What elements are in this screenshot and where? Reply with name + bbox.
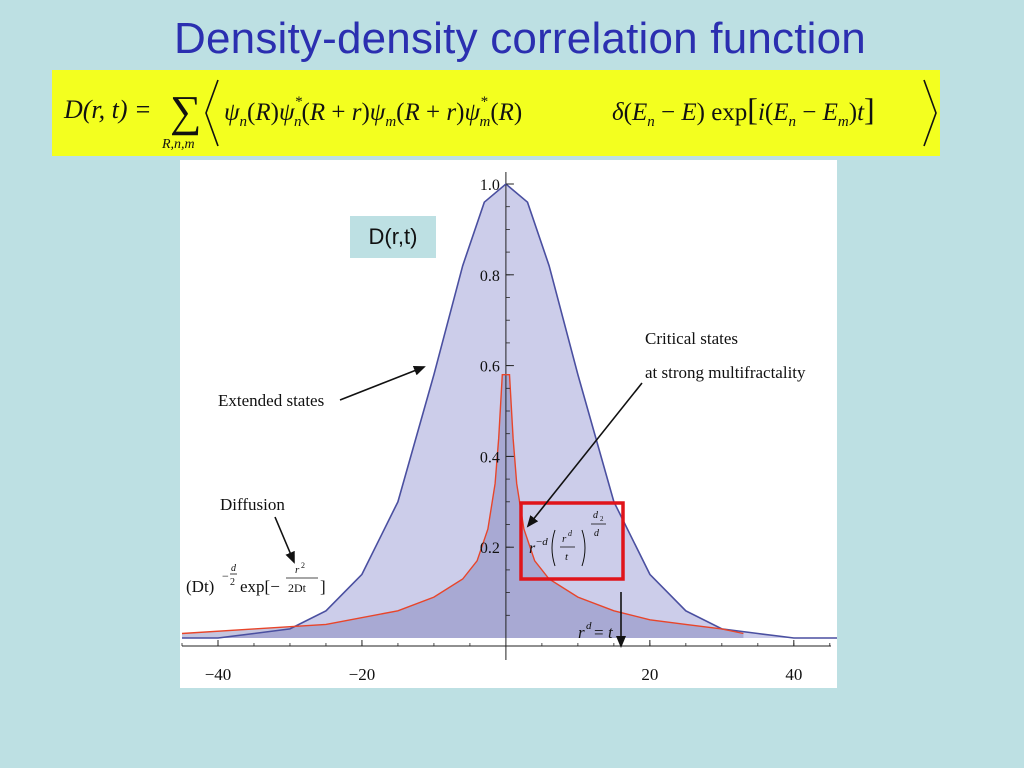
- svg-text:r: r: [562, 533, 567, 545]
- svg-text:]: ]: [320, 577, 326, 596]
- critical-states-label-line2: at strong multifractality: [645, 363, 806, 382]
- formula-sum-symbol: ∑: [170, 87, 201, 136]
- left-angle-bracket: [205, 79, 219, 147]
- x-tick-label: 40: [785, 665, 802, 684]
- diffusion-formula: (Dt) − d 2 exp[− r 2 2Dt ]: [186, 561, 326, 596]
- svg-text:d: d: [568, 529, 573, 538]
- svg-text:−: −: [222, 569, 229, 583]
- formula-svg: D(r, t) = ∑ R,n,m ψn(R)ψ* n(R + r)ψm(R + …: [63, 79, 937, 152]
- svg-text:r: r: [295, 564, 300, 576]
- svg-text:r: r: [529, 540, 536, 557]
- formula-box: D(r, t) = ∑ R,n,m ψn(R)ψ* n(R + r)ψm(R + …: [52, 70, 940, 156]
- diffusion-arrow: [274, 516, 295, 564]
- right-angle-bracket: [923, 79, 937, 147]
- svg-text:2: 2: [230, 577, 235, 588]
- critical-states-arrow: [526, 382, 643, 528]
- svg-text:d: d: [593, 510, 599, 521]
- svg-text:d: d: [231, 563, 237, 574]
- svg-text:t: t: [608, 623, 614, 642]
- svg-text:2: 2: [600, 515, 604, 523]
- extended-states-label: Extended states: [218, 391, 324, 410]
- x-tick-label: 20: [641, 665, 658, 684]
- y-tick-label: 1.0: [480, 177, 500, 194]
- highlight-box: [519, 501, 625, 581]
- critical-states-label-line1: Critical states: [645, 329, 738, 348]
- y-tick-label: 0.4: [480, 449, 500, 466]
- y-tick-label: 0.6: [480, 359, 500, 376]
- series-area-critical: [182, 374, 744, 638]
- y-tick-label: 0.2: [480, 540, 500, 557]
- svg-text:=: =: [594, 623, 604, 642]
- svg-text:t: t: [565, 551, 569, 563]
- extended-states-arrow: [339, 366, 426, 401]
- diffusion-label: Diffusion: [220, 495, 285, 514]
- svg-text:(Dt): (Dt): [186, 577, 214, 596]
- power-law-formula: r −d r d t d 2 d: [529, 510, 606, 567]
- formula-sum-index: R,n,m: [161, 137, 195, 152]
- formula-delta-exp: δ(En − E) exp[i(En − Em)t]: [612, 91, 875, 130]
- svg-text:exp[−: exp[−: [240, 577, 280, 596]
- series-line-critical: [181, 374, 744, 635]
- x-tick-label: −20: [349, 665, 376, 684]
- svg-text:d: d: [586, 620, 592, 632]
- slide-title: Density-density correlation function: [174, 14, 866, 63]
- d-r-t-label: D(r,t): [350, 216, 436, 258]
- svg-text:−d: −d: [536, 536, 548, 548]
- y-tick-label: 0.8: [480, 268, 500, 285]
- plot-panel: −40 −20 20 40 0.2 0.4 0.6 0.8 1.0 Extended state…: [180, 160, 837, 688]
- series-line-extended: [182, 182, 837, 639]
- crossover-formula: r d = t: [578, 620, 614, 642]
- x-tick-label: −40: [205, 665, 232, 684]
- formula-lhs: D(r, t) =: [63, 95, 152, 124]
- formula-wavefunctions: ψn(R)ψ* n(R + r)ψm(R + r)ψ* m(R): [224, 94, 522, 130]
- svg-text:r: r: [578, 623, 585, 642]
- svg-text:2Dt: 2Dt: [288, 581, 307, 595]
- correlation-plot: −40 −20 20 40 0.2 0.4 0.6 0.8 1.0 Extended state…: [181, 172, 837, 684]
- svg-text:d: d: [594, 528, 600, 539]
- svg-text:2: 2: [301, 561, 305, 570]
